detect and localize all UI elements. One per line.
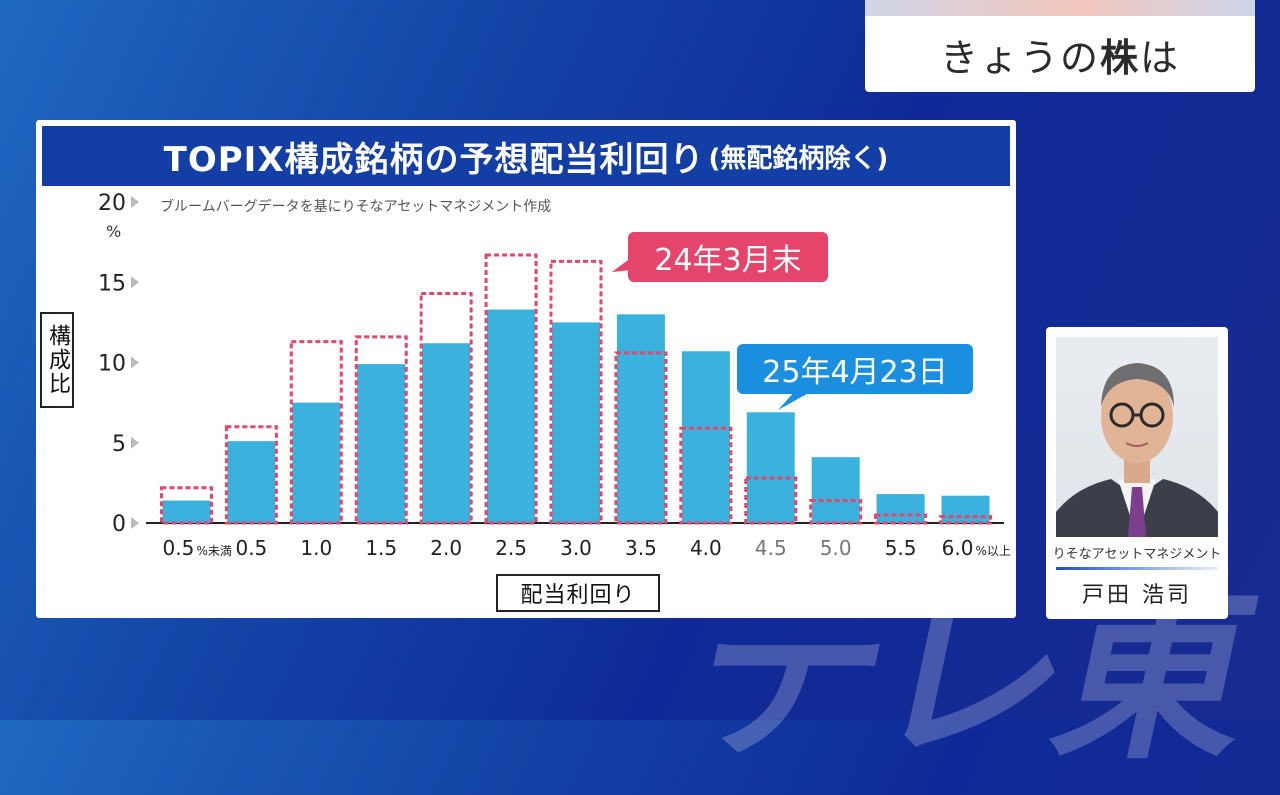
bar-2025 — [552, 322, 600, 523]
bar-2025 — [811, 457, 860, 523]
x-tick-suffix: %以上 — [976, 544, 1011, 558]
presenter-org: りそなアセットマネジメント — [1052, 547, 1222, 562]
bar-2024-outline — [484, 253, 538, 525]
y-tick-label: 5 — [112, 432, 126, 457]
presenter-portrait — [1056, 363, 1218, 537]
bar-2024-outline — [874, 513, 928, 525]
bar-2024-outline — [744, 476, 798, 525]
bar-2024-outline — [809, 499, 863, 525]
bar-2024-outline — [224, 425, 278, 525]
callout-2024-pointer — [612, 260, 632, 272]
y-tick-arrow — [131, 276, 139, 289]
chart-title-bar: TOPIX構成銘柄の予想配当利回り (無配銘柄除く) — [42, 126, 1010, 186]
x-tick-label: 4.0 — [690, 536, 722, 560]
bar-2025 — [227, 441, 276, 523]
y-tick-label: 15 — [98, 271, 126, 296]
chart-title-note: (無配銘柄除く) — [708, 143, 889, 174]
x-axis-label: 配当利回り — [496, 574, 660, 612]
x-tick-label: 1.5 — [365, 536, 397, 560]
x-tick-label: 3.0 — [560, 536, 592, 560]
x-tick-label: 2.5 — [495, 536, 527, 560]
bar-2025 — [746, 412, 795, 523]
x-tick-label: 3.5 — [625, 536, 657, 560]
y-tick-label: 20 — [98, 191, 126, 216]
segment-banner: きょうの株は — [865, 16, 1255, 92]
y-tick-label: 10 — [98, 352, 126, 377]
chart-card: TOPIX構成銘柄の予想配当利回り (無配銘柄除く) 0 5 10 15 20 0.5 %未… — [36, 120, 1016, 618]
callout-2024-mar: 24年3月末 — [628, 232, 828, 282]
y-axis-unit: % — [106, 222, 122, 241]
callout-2025-apr: 25年4月23日 — [737, 344, 973, 394]
bar-2024-outline — [614, 351, 668, 525]
bar-2024-outline — [679, 426, 733, 525]
presenter-name: 戸田 浩司 — [1082, 583, 1192, 608]
bar-2024-outline — [419, 291, 473, 525]
y-axis-label: 構成比 — [40, 312, 74, 408]
presenter-photo — [1056, 337, 1218, 537]
x-tick-label: 5.5 — [885, 536, 917, 560]
x-tick-suffix: %未満 — [196, 544, 231, 558]
x-tick-label: 6.0 — [942, 536, 974, 560]
bar-2024-outline — [289, 340, 343, 525]
bar-2024-outline — [159, 486, 213, 525]
bar-2025 — [681, 351, 730, 523]
y-tick-label: 0 — [112, 512, 126, 537]
x-tick-label: 4.5 — [755, 536, 787, 560]
banner-emph: 株 — [1099, 35, 1140, 80]
y-tick-arrow — [131, 517, 139, 529]
bar-2025 — [292, 402, 341, 523]
x-tick-label: 5.0 — [820, 536, 852, 560]
x-tick-label: 1.0 — [300, 536, 332, 560]
y-tick-arrow — [131, 356, 139, 369]
bar-2024-outline — [354, 335, 408, 525]
bar-2025 — [422, 343, 471, 523]
banner-post: は — [1140, 35, 1181, 80]
callout-2025-pointer — [778, 390, 814, 410]
bar-2024-outline — [939, 515, 993, 525]
y-tick-arrow — [131, 436, 139, 449]
y-tick-arrow — [131, 196, 139, 208]
presenter-divider — [1056, 567, 1218, 570]
bar-2025 — [162, 500, 211, 523]
bar-2024-outline — [549, 259, 603, 525]
x-tick-label: 0.5 — [163, 536, 195, 560]
bar-2025 — [357, 364, 406, 523]
chart-source-note: ブルームバーグデータを基にりそなアセットマネジメント作成 — [160, 199, 552, 215]
banner-pre: きょうの — [939, 35, 1100, 80]
bar-2025 — [876, 494, 925, 523]
bar-2025 — [941, 495, 990, 523]
banner-accent-strip — [865, 0, 1255, 16]
x-tick-label: 2.0 — [430, 536, 462, 560]
bar-2025 — [616, 314, 665, 523]
bar-2025 — [487, 309, 536, 523]
x-tick-label: 0.5 — [235, 536, 267, 560]
chart-title: TOPIX構成銘柄の予想配当利回り — [163, 139, 705, 180]
presenter-card: りそなアセットマネジメント 戸田 浩司 — [1046, 327, 1228, 619]
